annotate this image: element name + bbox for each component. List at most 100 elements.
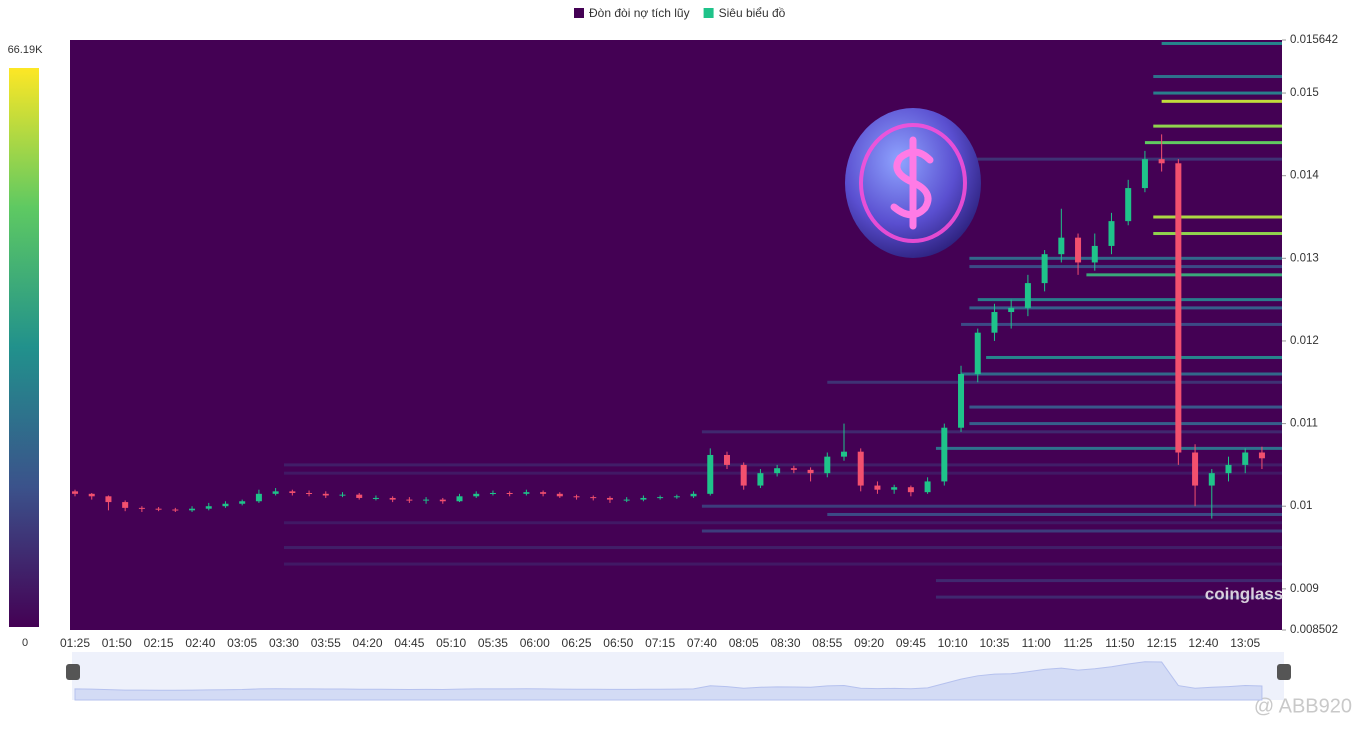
liquidation-level [1153,75,1282,79]
liquidation-level [283,463,1282,467]
liquidation-level [961,322,1282,326]
navigator-handle[interactable] [66,664,80,680]
x-tick-label: 03:55 [311,636,341,650]
candle-body [640,497,647,500]
x-tick-label: 12:15 [1147,636,1177,650]
candle-body [523,492,530,494]
candle-body [1058,237,1065,255]
candle-body [606,497,613,500]
colorbar [9,68,39,627]
liquidation-level [283,562,1282,566]
candle-body [138,507,145,509]
candle-body [590,497,597,499]
x-tick-label: 08:55 [812,636,842,650]
y-tick-label: 0.014 [1290,170,1319,182]
x-tick-label: 01:50 [102,636,132,650]
candle-body [757,473,764,486]
x-tick-label: 04:20 [353,636,383,650]
candle-body [540,492,547,494]
coin-illustration [845,108,981,258]
candle-body [790,468,797,470]
candle-body [891,487,898,490]
candle-body [1041,254,1048,284]
legend-swatch [574,8,584,18]
candle-body [506,492,513,494]
candle-body [272,491,279,494]
candle-body [322,493,329,496]
candle-body [1075,237,1082,263]
candle-body [740,464,747,486]
candle-body [289,491,296,493]
x-tick-label: 10:10 [938,636,968,650]
candle-body [489,492,496,494]
candle-body [657,497,664,499]
candle-body [1175,163,1182,453]
candle-body [155,508,162,510]
candle-body [473,493,480,497]
candle-body [1242,452,1249,465]
liquidation-level [1161,41,1282,45]
liquidation-level [701,430,1282,434]
x-tick-label: 08:05 [729,636,759,650]
candle-body [723,454,730,465]
candle-body [907,487,914,493]
x-tick-label: 02:40 [185,636,215,650]
candle-body [841,451,848,457]
x-tick-label: 04:45 [394,636,424,650]
liquidation-level [969,422,1282,426]
candle-body [1141,159,1148,189]
liquidation-level [969,306,1282,310]
candle-body [924,481,931,493]
candle-body [807,469,814,474]
liquidation-level [1161,99,1282,103]
liquidation-level [952,157,1282,161]
candle-body [105,496,112,503]
x-tick-label: 02:15 [144,636,174,650]
candle-body [690,493,697,497]
candle-body [1108,221,1115,246]
colorbar-label: 0 [22,637,28,649]
candle-body [439,499,446,502]
liquidation-level [283,471,1282,475]
y-tick-label: 0.011 [1290,418,1318,430]
legend-label: Siêu biểu đồ [719,6,786,20]
candle-body [172,509,179,511]
liquidation-level [1153,215,1282,219]
candle-body [1008,307,1015,313]
watermark: coinglass [1205,584,1283,603]
liquidation-level [1086,273,1282,277]
x-tick-label: 12:40 [1188,636,1218,650]
liquidation-level [1144,141,1282,145]
liquidation-level [1153,91,1282,95]
candle-body [1192,452,1199,486]
liquidation-level [1153,232,1282,236]
x-tick-label: 06:00 [520,636,550,650]
x-tick-label: 11:00 [1022,636,1051,650]
navigator-handle[interactable] [1277,664,1291,680]
liquidation-level [701,529,1282,533]
x-tick-label: 01:25 [60,636,90,650]
candle-body [389,497,396,500]
candle-body [306,492,313,494]
y-tick-label: 0.008502 [1290,624,1338,636]
y-tick-label: 0.013 [1290,252,1319,264]
candle-body [423,499,430,501]
liquidation-level [701,504,1282,508]
candle-body [1125,188,1132,222]
candle-body [1024,283,1031,308]
plot-background [70,40,1282,630]
x-tick-label: 03:30 [269,636,299,650]
x-tick-label: 10:35 [979,636,1009,650]
y-tick-label: 0.012 [1290,335,1319,347]
credit: @ ABB920 [1254,695,1352,717]
navigator-area [74,661,1263,701]
legend-label: Đòn đòi nợ tích lũy [589,6,690,20]
y-tick-label: 0.015 [1290,87,1319,99]
x-tick-label: 11:25 [1063,636,1092,650]
candle-body [356,494,363,498]
x-tick-label: 09:45 [896,636,926,650]
candle-body [874,485,881,490]
candle-body [556,493,563,497]
candle-body [941,427,948,482]
candle-body [824,456,831,474]
